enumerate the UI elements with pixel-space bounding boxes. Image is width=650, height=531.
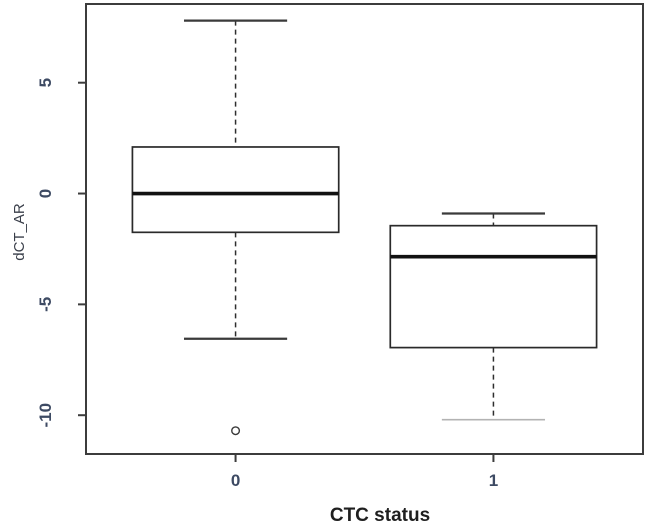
outlier-point-0 [231,426,241,436]
y-tick-label: -5 [36,297,55,312]
x-axis-title: CTC status [330,505,430,526]
x-tick-label-1: 1 [489,471,498,490]
y-tick-label: -10 [36,403,55,428]
iqr-box-1 [389,224,598,349]
y-tick-label: 0 [36,189,55,198]
plot-border [85,3,644,455]
chart-plot-area: 5 0 -5 -10 0 1 [36,3,644,490]
x-tick-label-0: 0 [231,471,240,490]
iqr-box-0 [131,146,340,234]
y-axis-title: dCT_AR [11,203,28,261]
y-tick-label: 5 [36,78,55,87]
